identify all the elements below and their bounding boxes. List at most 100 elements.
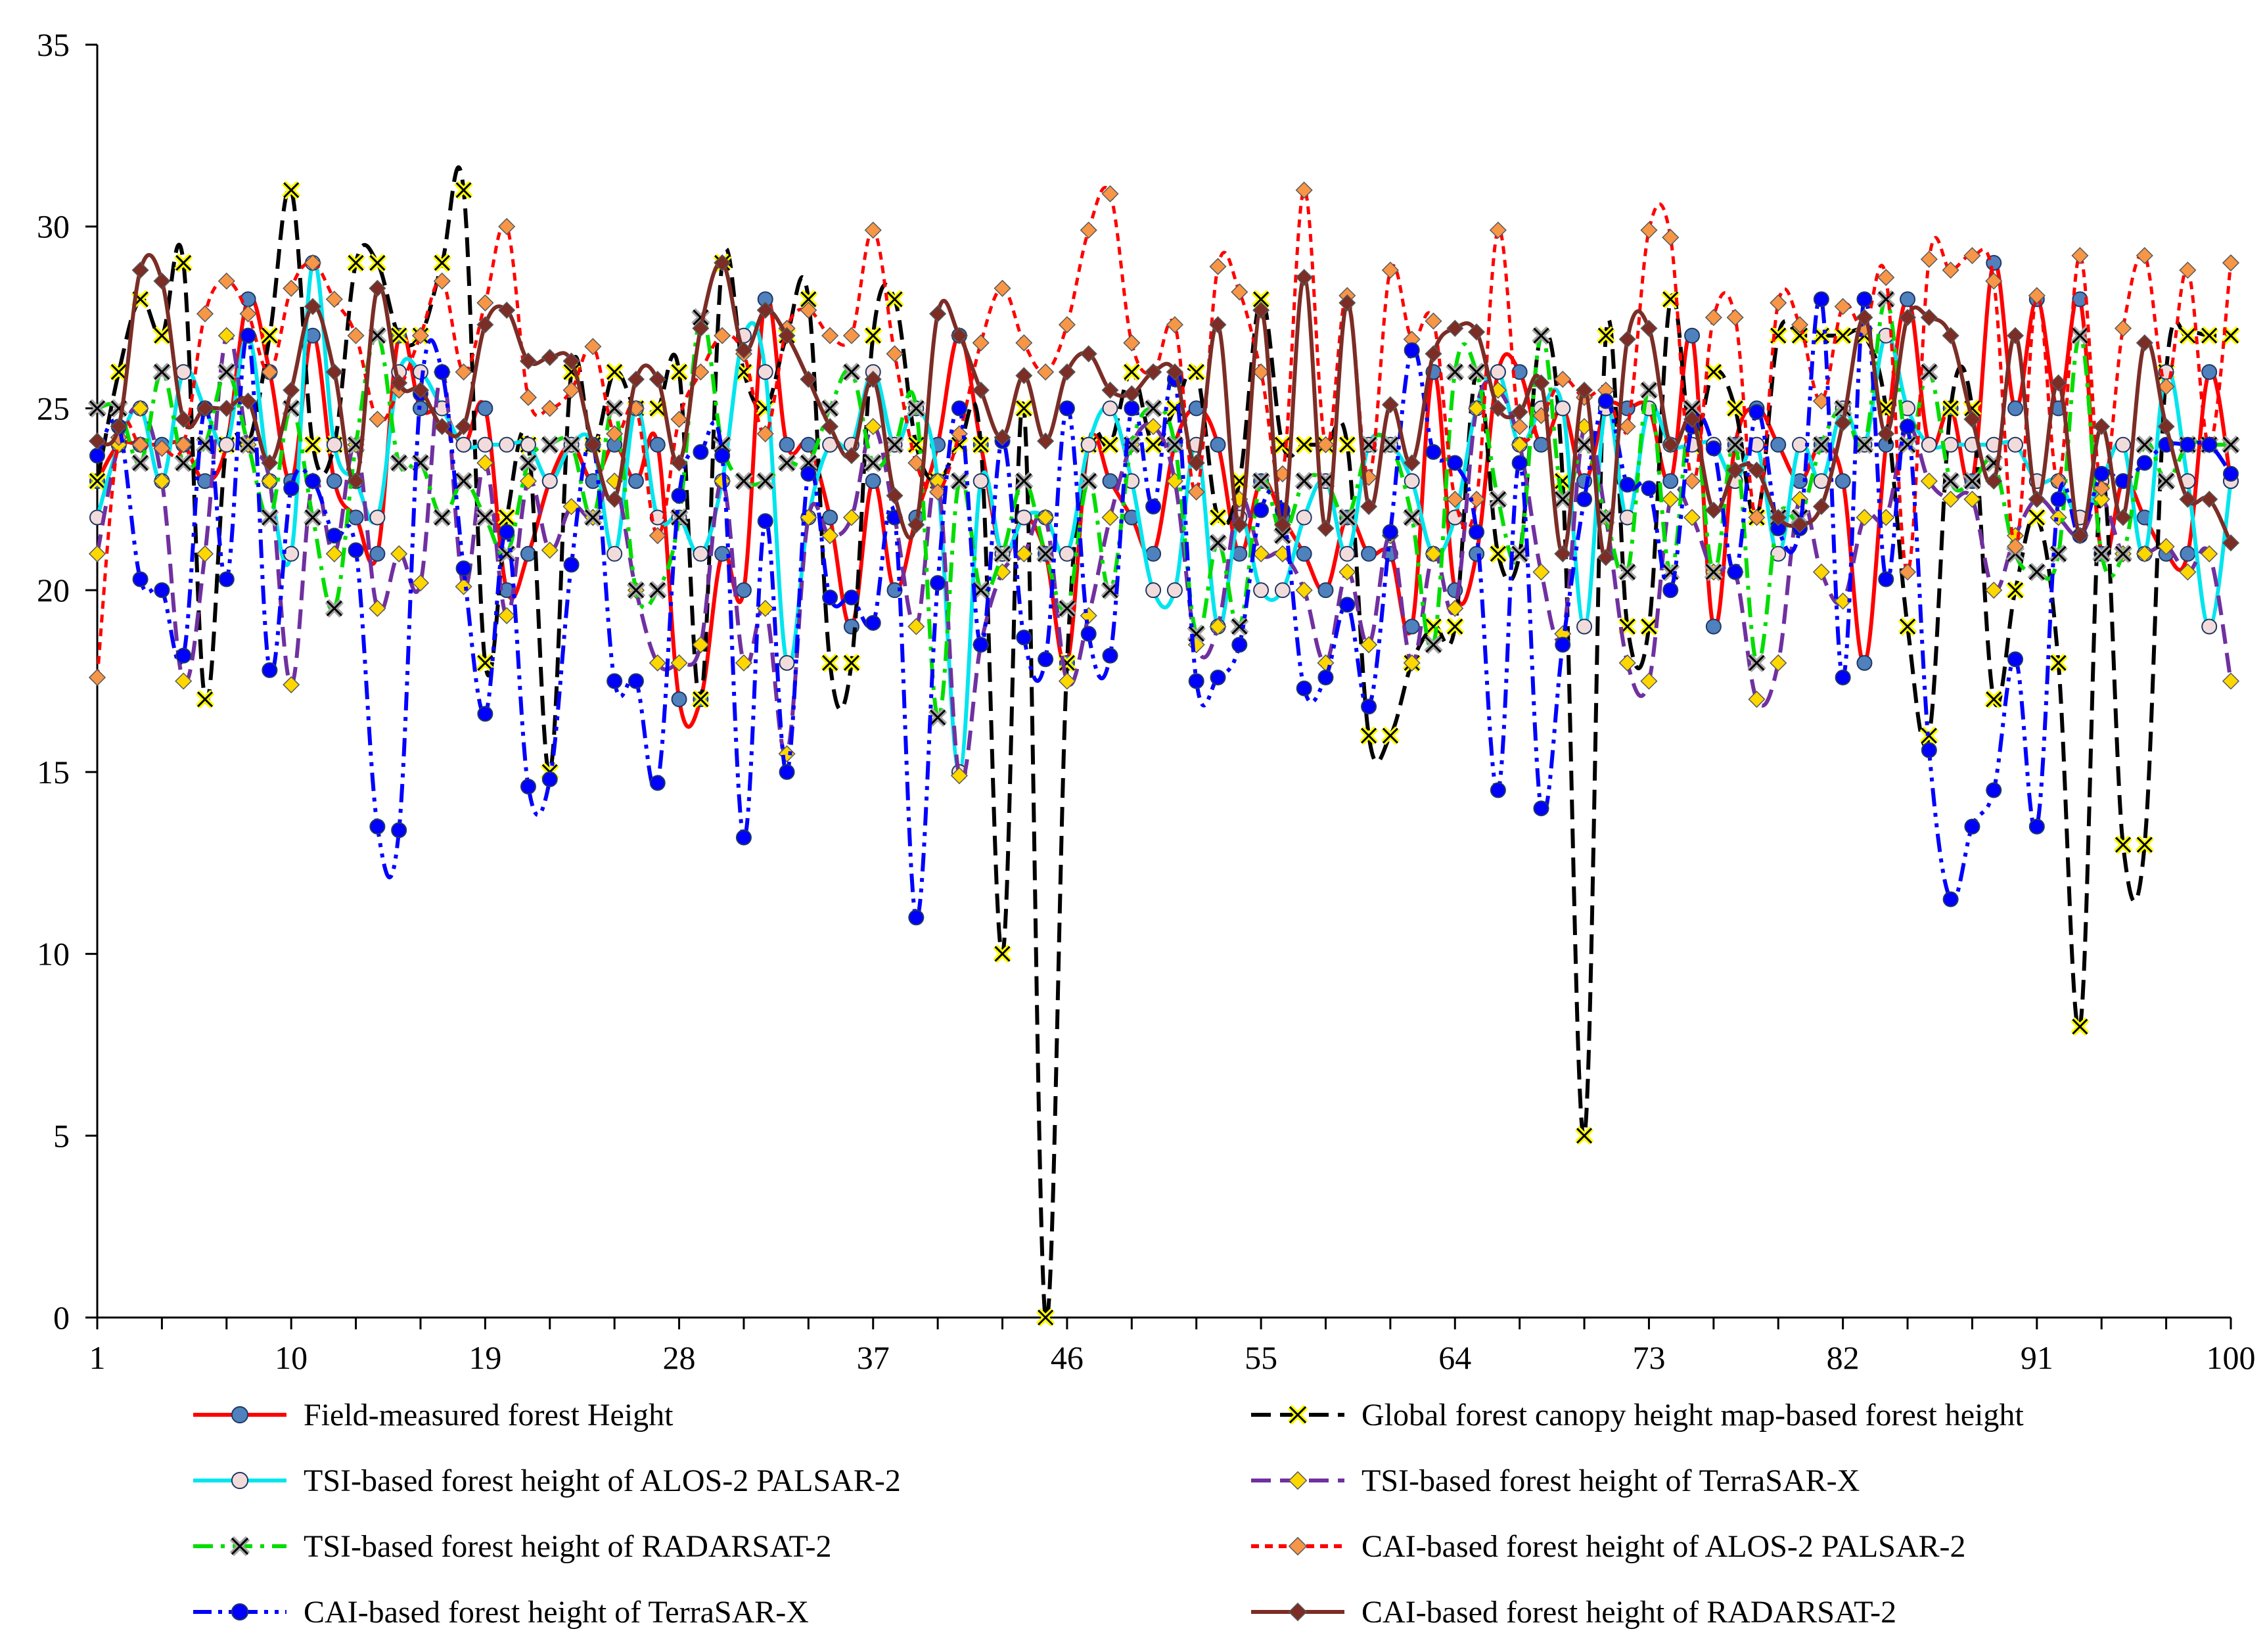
series-8-point xyxy=(1295,269,1313,287)
series-6-point xyxy=(304,254,322,272)
series-2-point xyxy=(1704,362,1724,382)
series-7-point xyxy=(1425,444,1442,460)
series-2-point xyxy=(993,944,1012,963)
series-7-point xyxy=(1102,647,1118,664)
series-8-point xyxy=(1338,294,1356,311)
series-8-point xyxy=(1920,309,1938,327)
series-1-point xyxy=(1705,618,1722,635)
series-8-point xyxy=(606,490,624,508)
legend-label: CAI-based forest height of TerraSAR-X xyxy=(304,1594,809,1630)
series-7-point xyxy=(1231,637,1248,653)
series-6-point xyxy=(2028,287,2046,304)
series-6-point xyxy=(649,527,666,545)
series-6-point xyxy=(821,327,839,344)
series-1-point xyxy=(369,545,386,562)
series-1-point xyxy=(671,691,687,708)
series-5-point xyxy=(1446,362,1465,382)
series-7-point xyxy=(1080,626,1097,642)
series-2-point xyxy=(842,653,861,673)
series-7-point xyxy=(2201,436,2218,453)
series-5-point xyxy=(260,508,279,527)
series-7-point xyxy=(951,400,967,417)
series-7-point xyxy=(89,447,105,464)
series-8-point xyxy=(2028,490,2046,508)
legend: Field-measured forest Height Global fores… xyxy=(191,1383,2175,1646)
y-tick-label: 25 xyxy=(37,390,70,426)
x-tick-label: 82 xyxy=(1827,1339,1860,1376)
series-2-point xyxy=(1574,1126,1594,1145)
series-4-point xyxy=(1360,636,1378,654)
series-4-line xyxy=(95,331,2233,783)
series-2-point xyxy=(432,253,451,273)
series-8-point xyxy=(1252,301,1270,319)
series-3-point xyxy=(1490,364,1506,380)
series-5-point xyxy=(87,399,107,418)
series-8-point xyxy=(1273,516,1291,534)
series-3-point xyxy=(1339,545,1356,562)
series-8-point xyxy=(433,418,451,436)
series-8-point xyxy=(1187,454,1205,472)
series-2-point xyxy=(2005,580,2025,600)
series-4-point xyxy=(1446,599,1464,617)
series-7-point xyxy=(304,473,321,490)
series-4-point xyxy=(821,527,839,545)
series-5-point xyxy=(1467,362,1486,382)
series-2-point xyxy=(1446,617,1465,636)
series-8-point xyxy=(1856,309,1873,327)
series-8-point xyxy=(1532,374,1550,392)
series-8-point xyxy=(2179,490,2197,508)
series-8-point xyxy=(1080,345,1097,363)
series-5-point xyxy=(1963,471,1982,491)
series-2-point xyxy=(1984,689,2003,709)
series-4-point xyxy=(1058,672,1076,690)
series-5-point xyxy=(626,580,646,600)
series-1-point xyxy=(1317,582,1334,599)
series-7-point xyxy=(1490,782,1506,798)
series-8-point xyxy=(1898,309,1917,327)
series-3-point xyxy=(1166,582,1183,599)
series-3-point xyxy=(1080,436,1097,453)
series-2-point xyxy=(368,253,387,273)
series-6-point xyxy=(519,388,538,406)
series-5-point xyxy=(325,599,344,618)
series-2-point xyxy=(1187,362,1206,382)
series-3-point xyxy=(1921,436,1937,453)
series-1-point xyxy=(822,509,838,526)
series-1-point xyxy=(779,436,795,453)
series-6-point xyxy=(455,363,472,381)
series-7-point xyxy=(800,466,817,482)
series-6-point xyxy=(2071,246,2089,265)
series-8-point xyxy=(2049,374,2067,392)
series-7-point xyxy=(606,673,623,689)
series-5-point xyxy=(1618,562,1637,582)
series-2-point xyxy=(691,689,710,709)
series-4-point xyxy=(1963,490,1981,508)
series-6-point xyxy=(283,279,300,297)
series-6-point xyxy=(606,425,624,443)
series-3-point xyxy=(779,654,795,671)
series-1-point xyxy=(2201,364,2218,380)
series-8-point xyxy=(800,371,817,388)
series-7-point xyxy=(1038,651,1054,668)
series-7-point xyxy=(1059,400,1075,417)
series-7-point xyxy=(865,614,881,631)
series-5-point xyxy=(1812,435,1831,454)
series-7-point xyxy=(1856,291,1873,308)
series-6-point xyxy=(2222,254,2240,272)
series-2-line xyxy=(95,165,2231,1322)
series-6-point xyxy=(1812,392,1830,410)
series-8-point xyxy=(1403,454,1421,472)
series-3-point xyxy=(499,436,515,453)
series-7-point xyxy=(1317,669,1334,685)
series-6 xyxy=(88,181,2240,687)
series-3-point xyxy=(1296,509,1312,526)
x-tick-label: 73 xyxy=(1632,1339,1665,1376)
legend-swatch xyxy=(193,1603,286,1621)
series-4-point xyxy=(1403,654,1421,672)
series-8-point xyxy=(1489,400,1507,417)
series-7-point xyxy=(972,637,989,653)
series-5-point xyxy=(476,508,495,527)
series-7-line xyxy=(95,295,2233,920)
series-6-point xyxy=(1166,316,1183,334)
series-5-point xyxy=(454,471,473,491)
